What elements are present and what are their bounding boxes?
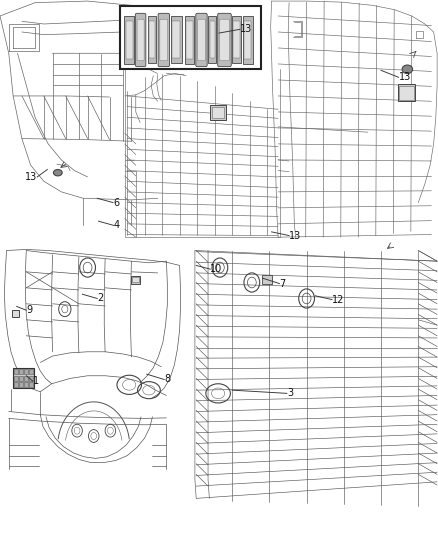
Bar xyxy=(12,310,19,317)
Bar xyxy=(14,382,18,387)
Bar xyxy=(244,21,251,59)
Text: 13: 13 xyxy=(240,25,252,34)
Bar xyxy=(126,21,133,59)
Bar xyxy=(232,16,241,63)
Bar xyxy=(210,105,226,120)
Bar xyxy=(24,382,28,387)
Bar xyxy=(24,376,28,381)
Bar xyxy=(186,21,193,59)
FancyBboxPatch shape xyxy=(135,13,146,67)
Bar xyxy=(19,369,23,374)
Text: 13: 13 xyxy=(289,231,301,240)
Ellipse shape xyxy=(402,65,413,74)
FancyBboxPatch shape xyxy=(218,13,231,67)
FancyBboxPatch shape xyxy=(196,13,207,67)
Text: 13: 13 xyxy=(25,172,37,182)
Text: 10: 10 xyxy=(210,264,223,274)
Bar xyxy=(208,16,216,63)
Bar xyxy=(398,84,415,101)
Bar xyxy=(243,16,253,64)
Bar xyxy=(171,16,182,63)
Bar xyxy=(262,275,272,284)
Text: 1: 1 xyxy=(33,376,39,386)
Text: 3: 3 xyxy=(287,389,293,398)
Ellipse shape xyxy=(53,169,62,176)
Text: 6: 6 xyxy=(113,198,119,207)
FancyBboxPatch shape xyxy=(198,19,205,61)
FancyBboxPatch shape xyxy=(160,19,168,61)
Bar xyxy=(14,376,18,381)
Text: 4: 4 xyxy=(114,221,120,230)
Bar xyxy=(185,16,194,64)
Bar xyxy=(210,21,215,58)
Bar xyxy=(172,21,180,58)
Bar xyxy=(19,376,23,381)
Bar xyxy=(149,21,155,58)
Bar xyxy=(399,86,414,100)
Text: 8: 8 xyxy=(164,375,170,384)
Text: 7: 7 xyxy=(279,279,286,288)
Bar xyxy=(29,376,33,381)
Bar xyxy=(132,277,139,282)
Bar xyxy=(29,382,33,387)
Text: 2: 2 xyxy=(97,294,103,303)
Bar xyxy=(131,276,140,284)
FancyBboxPatch shape xyxy=(137,19,144,61)
Bar xyxy=(233,21,240,58)
Text: 12: 12 xyxy=(332,295,344,304)
Bar xyxy=(24,369,28,374)
Bar xyxy=(212,107,224,118)
Bar xyxy=(19,382,23,387)
Text: 9: 9 xyxy=(26,305,32,315)
FancyBboxPatch shape xyxy=(158,13,170,67)
Bar xyxy=(13,368,34,388)
Bar xyxy=(14,369,18,374)
FancyBboxPatch shape xyxy=(219,19,230,61)
Bar xyxy=(120,6,261,69)
Bar xyxy=(148,16,156,63)
Bar xyxy=(29,369,33,374)
Text: 13: 13 xyxy=(399,72,411,82)
Bar xyxy=(124,16,134,64)
